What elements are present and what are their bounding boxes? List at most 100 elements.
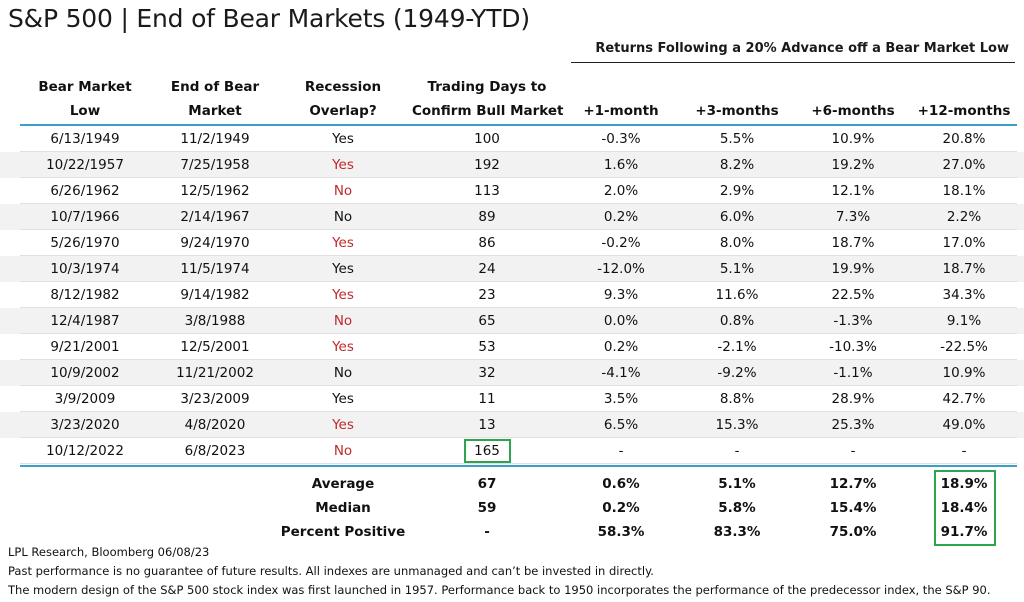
row-divider bbox=[20, 385, 1017, 386]
cell-plus-1-month: 3.5% bbox=[603, 391, 639, 407]
cell-recession-overlap: Yes bbox=[332, 131, 354, 147]
summary-trading-days: 67 bbox=[477, 476, 497, 492]
summary-plus-6-months: 15.4% bbox=[829, 500, 877, 516]
row-divider bbox=[20, 437, 1017, 438]
cell-plus-6-months: - bbox=[850, 443, 856, 459]
cell-bear-market-low: 9/21/2001 bbox=[50, 339, 120, 355]
cell-recession-overlap: No bbox=[333, 183, 353, 199]
cell-plus-12-months: 18.1% bbox=[942, 183, 986, 199]
cell-trading-days: 86 bbox=[478, 235, 496, 251]
cell-plus-1-month: 6.5% bbox=[603, 417, 639, 433]
header-trading-days-line1: Trading Days to bbox=[427, 79, 547, 95]
cell-plus-6-months: 28.9% bbox=[831, 391, 875, 407]
summary-row: Percent Positive - 58.3% 83.3% 75.0% 91.7% bbox=[0, 519, 1024, 543]
cell-end-of-bear-market: 11/5/1974 bbox=[180, 261, 250, 277]
cell-plus-3-months: 8.2% bbox=[719, 157, 755, 173]
row-divider bbox=[20, 359, 1017, 360]
cell-plus-1-month: -0.2% bbox=[601, 235, 641, 251]
cell-plus-12-months: -22.5% bbox=[940, 339, 988, 355]
cell-plus-12-months: 10.9% bbox=[942, 365, 986, 381]
cell-end-of-bear-market: 9/24/1970 bbox=[180, 235, 250, 251]
table-row: 10/3/1974 11/5/1974 Yes 24 -12.0% 5.1% 19.9% 18… bbox=[0, 256, 1024, 282]
table-row: 6/26/1962 12/5/1962 No 113 2.0% 2.9% 12.1% 18.1… bbox=[0, 178, 1024, 204]
cell-trading-days: 100 bbox=[474, 131, 500, 147]
cell-bear-market-low: 3/9/2009 bbox=[54, 391, 116, 407]
table-row: 10/12/2022 6/8/2023 No 165 - - - - bbox=[0, 438, 1024, 464]
cell-plus-6-months: 19.9% bbox=[831, 261, 875, 277]
cell-plus-12-months: 18.7% bbox=[942, 261, 986, 277]
cell-plus-1-month: 0.2% bbox=[603, 339, 639, 355]
summary-label: Median bbox=[315, 500, 371, 516]
cell-recession-overlap: Yes bbox=[332, 417, 354, 433]
summary-plus-12-months: 91.7% bbox=[940, 524, 988, 540]
header-bear-market-low-line1: Bear Market bbox=[38, 79, 132, 95]
header-plus-3-months-line2: +3-months bbox=[695, 103, 779, 119]
cell-end-of-bear-market: 12/5/1962 bbox=[180, 183, 250, 199]
summary-plus-12-months: 18.9% bbox=[940, 476, 988, 492]
cell-plus-6-months: -1.3% bbox=[833, 313, 873, 329]
summary-plus-1-month: 58.3% bbox=[597, 524, 645, 540]
cell-end-of-bear-market: 2/14/1967 bbox=[180, 209, 250, 225]
footer-source: LPL Research, Bloomberg 06/08/23 bbox=[8, 545, 210, 559]
cell-trading-days: 13 bbox=[478, 417, 496, 433]
cell-plus-12-months: 9.1% bbox=[946, 313, 982, 329]
cell-trading-days: 165 bbox=[474, 443, 500, 459]
row-divider bbox=[20, 177, 1017, 178]
cell-trading-days: 65 bbox=[478, 313, 496, 329]
table-row: 9/21/2001 12/5/2001 Yes 53 0.2% -2.1% -10.3% -2… bbox=[0, 334, 1024, 360]
cell-bear-market-low: 10/9/2002 bbox=[50, 365, 120, 381]
cell-end-of-bear-market: 3/8/1988 bbox=[184, 313, 246, 329]
footer-index-note: The modern design of the S&P 500 stock i… bbox=[8, 583, 991, 597]
row-divider bbox=[20, 151, 1017, 152]
cell-plus-1-month: -4.1% bbox=[601, 365, 641, 381]
cell-plus-1-month: -0.3% bbox=[601, 131, 641, 147]
cell-trading-days: 53 bbox=[478, 339, 496, 355]
table-row: 12/4/1987 3/8/1988 No 65 0.0% 0.8% -1.3% 9.1% bbox=[0, 308, 1024, 334]
cell-trading-days: 192 bbox=[474, 157, 500, 173]
cell-end-of-bear-market: 3/23/2009 bbox=[180, 391, 250, 407]
cell-plus-1-month: - bbox=[618, 443, 624, 459]
cell-plus-3-months: -9.2% bbox=[717, 365, 757, 381]
chart-title: S&P 500 | End of Bear Markets (1949-YTD) bbox=[8, 4, 530, 33]
cell-bear-market-low: 10/22/1957 bbox=[46, 157, 124, 173]
summary-trading-days: 59 bbox=[477, 500, 497, 516]
summary-divider-line bbox=[20, 465, 1017, 467]
cell-plus-3-months: 2.9% bbox=[719, 183, 755, 199]
cell-bear-market-low: 3/23/2020 bbox=[50, 417, 120, 433]
cell-plus-3-months: 6.0% bbox=[719, 209, 755, 225]
cell-end-of-bear-market: 4/8/2020 bbox=[184, 417, 246, 433]
table-row: 3/9/2009 3/23/2009 Yes 11 3.5% 8.8% 28.9% 42.7% bbox=[0, 386, 1024, 412]
table-row: 10/9/2002 11/21/2002 No 32 -4.1% -9.2% -1.1% 10… bbox=[0, 360, 1024, 386]
cell-plus-6-months: -1.1% bbox=[833, 365, 873, 381]
cell-plus-6-months: 18.7% bbox=[831, 235, 875, 251]
cell-end-of-bear-market: 12/5/2001 bbox=[180, 339, 250, 355]
cell-plus-1-month: -12.0% bbox=[597, 261, 645, 277]
row-divider bbox=[20, 255, 1017, 256]
summary-plus-1-month: 0.6% bbox=[602, 476, 640, 492]
cell-trading-days: 113 bbox=[474, 183, 500, 199]
cell-bear-market-low: 6/26/1962 bbox=[50, 183, 120, 199]
cell-trading-days: 24 bbox=[478, 261, 496, 277]
table-row: 10/22/1957 7/25/1958 Yes 192 1.6% 8.2% 19.2% 27… bbox=[0, 152, 1024, 178]
cell-bear-market-low: 10/12/2022 bbox=[46, 443, 124, 459]
summary-plus-3-months: 83.3% bbox=[713, 524, 761, 540]
cell-recession-overlap: No bbox=[333, 209, 353, 225]
summary-row: Median 59 0.2% 5.8% 15.4% 18.4% bbox=[0, 495, 1024, 519]
cell-plus-12-months: 42.7% bbox=[942, 391, 986, 407]
row-divider bbox=[20, 411, 1017, 412]
cell-plus-3-months: 8.8% bbox=[719, 391, 755, 407]
cell-plus-3-months: -2.1% bbox=[717, 339, 757, 355]
cell-recession-overlap: No bbox=[333, 365, 353, 381]
summary-plus-6-months: 75.0% bbox=[829, 524, 877, 540]
cell-plus-1-month: 9.3% bbox=[603, 287, 639, 303]
row-divider bbox=[20, 229, 1017, 230]
cell-bear-market-low: 12/4/1987 bbox=[50, 313, 120, 329]
cell-plus-3-months: 0.8% bbox=[719, 313, 755, 329]
table-row: 10/7/1966 2/14/1967 No 89 0.2% 6.0% 7.3% 2.2% bbox=[0, 204, 1024, 230]
summary-plus-1-month: 0.2% bbox=[602, 500, 640, 516]
row-divider bbox=[20, 333, 1017, 334]
cell-plus-3-months: 5.1% bbox=[719, 261, 755, 277]
header-end-of-bear-market-line1: End of Bear bbox=[170, 79, 260, 95]
chart-subtitle: Returns Following a 20% Advance off a Be… bbox=[595, 41, 1009, 56]
header-plus-12-months-line2: +12-months bbox=[917, 103, 1011, 119]
